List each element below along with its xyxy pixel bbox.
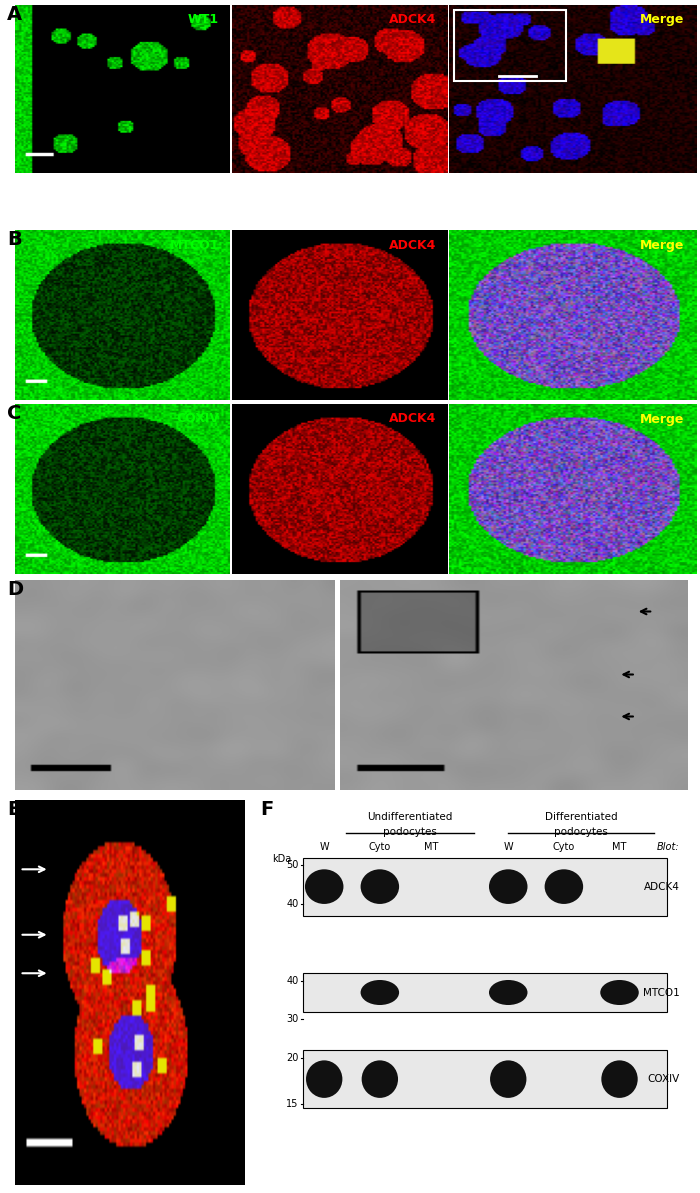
Text: COXIV: COXIV [648, 1074, 680, 1084]
Text: ADCK4: ADCK4 [389, 13, 436, 26]
Bar [303, 973, 666, 1012]
Text: C: C [7, 404, 22, 424]
Text: A: A [7, 5, 22, 24]
Ellipse shape [545, 870, 583, 904]
Ellipse shape [360, 979, 399, 1005]
Ellipse shape [601, 979, 639, 1005]
Text: E: E [7, 801, 20, 820]
Text: 50: 50 [286, 860, 298, 871]
Ellipse shape [306, 1061, 342, 1098]
Bar [454, 10, 566, 81]
Text: 20: 20 [286, 1053, 298, 1063]
Text: MTCO1: MTCO1 [169, 239, 219, 252]
Text: MT: MT [612, 842, 626, 852]
Text: Undifferentiated: Undifferentiated [367, 811, 452, 822]
Text: MTCO1: MTCO1 [643, 988, 680, 997]
Text: ADCK4: ADCK4 [389, 413, 436, 426]
Bar [303, 1050, 666, 1108]
Ellipse shape [362, 1061, 398, 1098]
Ellipse shape [305, 870, 344, 904]
Text: ADCK4: ADCK4 [643, 882, 680, 891]
Text: 40: 40 [286, 900, 298, 909]
Text: Cyto: Cyto [553, 842, 575, 852]
Text: Merge: Merge [640, 413, 685, 426]
Text: Blot:: Blot: [657, 842, 680, 852]
Text: F: F [260, 801, 273, 820]
Text: Merge: Merge [640, 13, 685, 26]
Text: kDa: kDa [272, 854, 291, 864]
Ellipse shape [490, 1061, 526, 1098]
Text: 40: 40 [286, 976, 298, 985]
Text: WT1: WT1 [188, 13, 219, 26]
Ellipse shape [489, 979, 528, 1005]
Text: ADCK4: ADCK4 [389, 239, 436, 252]
Bar [303, 858, 666, 915]
Text: W: W [503, 842, 513, 852]
Text: podocytes: podocytes [554, 827, 608, 837]
Text: 30: 30 [286, 1014, 298, 1025]
Text: 15: 15 [286, 1099, 298, 1109]
Ellipse shape [489, 870, 528, 904]
Text: podocytes: podocytes [383, 827, 437, 837]
Text: Cyto: Cyto [369, 842, 391, 852]
Ellipse shape [601, 1061, 638, 1098]
Text: COXIV: COXIV [176, 413, 219, 426]
Text: B: B [7, 230, 22, 249]
Text: D: D [7, 580, 23, 599]
Text: Differentiated: Differentiated [545, 811, 617, 822]
Text: MT: MT [424, 842, 438, 852]
Text: W: W [319, 842, 329, 852]
Text: Merge: Merge [640, 239, 685, 252]
Ellipse shape [360, 870, 399, 904]
